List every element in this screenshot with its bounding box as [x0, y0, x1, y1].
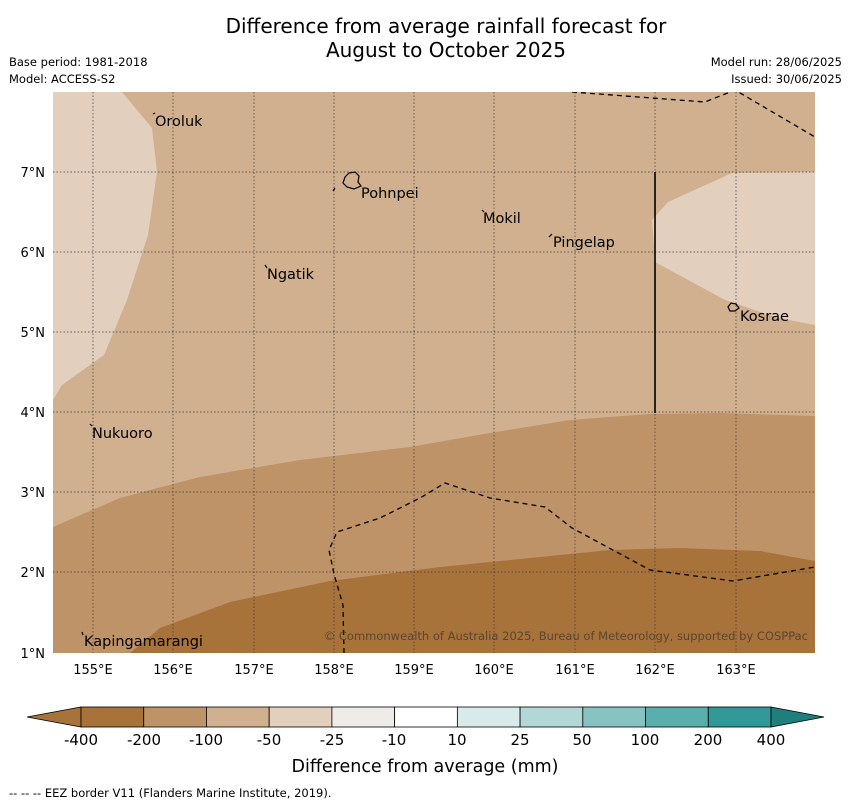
graticule [53, 92, 815, 653]
colorbar-high-extension [770, 706, 825, 728]
colorbar-label-minus-200: -200 [127, 731, 161, 749]
place-label-oroluk: Oroluk [155, 114, 203, 130]
colorbar-label-minus-10: -10 [382, 731, 407, 749]
colorbar-cell [268, 706, 333, 728]
colorbar-label-200: 200 [694, 731, 723, 749]
colorbar-cell [206, 706, 270, 728]
colorbar: -400 -200 -100 -50 -25 -10 10 25 50 100 … [26, 706, 825, 777]
title-line-1: Difference from average rainfall forecas… [225, 14, 667, 38]
x-tick-159e: 159°E [394, 663, 434, 678]
y-axis-ticks: 7°N 6°N 5°N 4°N 3°N 2°N 1°N [21, 166, 46, 662]
place-label-kapingamarangi: Kapingamarangi [84, 634, 203, 650]
colorbar-cell [519, 706, 584, 728]
model-name: Model: ACCESS-S2 [9, 72, 116, 86]
colorbar-cells [80, 706, 772, 728]
place-label-kosrae: Kosrae [740, 309, 789, 325]
colorbar-label-25: 25 [510, 731, 529, 749]
eez-border-south [328, 482, 815, 653]
map-title: Difference from average rainfall forecas… [0, 14, 850, 62]
colorbar-cell [582, 706, 646, 728]
colorbar-cell [80, 706, 145, 728]
y-tick-2n: 2°N [21, 566, 46, 581]
colorbar-cell [707, 706, 772, 728]
region-minus-50-to-25-west [53, 92, 157, 400]
colorbar-label-50: 50 [572, 731, 591, 749]
eez-borders [328, 92, 815, 653]
meta-left: Base period: 1981-2018 Model: ACCESS-S2 [9, 54, 148, 88]
x-tick-158e: 158°E [314, 663, 354, 678]
x-tick-157e: 157°E [234, 663, 274, 678]
colorbar-cell [331, 706, 396, 728]
colorbar-title: Difference from average (mm) [291, 757, 558, 777]
x-tick-162e: 162°E [635, 663, 675, 678]
x-tick-160e: 160°E [474, 663, 514, 678]
islands [81, 112, 740, 636]
place-label-mokil: Mokil [483, 211, 521, 227]
colorbar-cell [394, 706, 458, 728]
y-tick-3n: 3°N [21, 486, 46, 501]
colorbar-label-minus-50: -50 [257, 731, 282, 749]
colorbar-label-100: 100 [631, 731, 660, 749]
nukuoro-mark [89, 423, 93, 427]
colorbar-label-minus-100: -100 [189, 731, 223, 749]
ngatik-mark [264, 264, 268, 269]
colorbar-cell [456, 706, 521, 728]
mokil-mark [481, 209, 485, 213]
y-tick-6n: 6°N [21, 246, 46, 261]
title-line-2: August to October 2025 [325, 38, 567, 62]
colorbar-label-minus-400: -400 [64, 731, 98, 749]
x-tick-161e: 161°E [555, 663, 595, 678]
colorbar-label-minus-25: -25 [320, 731, 345, 749]
colorbar-low-extension [26, 706, 82, 728]
ant-atoll-mark [332, 187, 336, 192]
base-period: Base period: 1981-2018 [9, 55, 148, 69]
region-minus-400-to-200 [130, 548, 815, 653]
kosrae-island-outline [727, 302, 740, 312]
oroluk-mark [152, 112, 156, 115]
y-tick-5n: 5°N [21, 326, 46, 341]
x-tick-155e: 155°E [73, 663, 113, 678]
kapingamarangi-mark [81, 631, 84, 636]
y-tick-7n: 7°N [21, 166, 46, 181]
pohnpei-island-outline [342, 171, 362, 190]
pingelap-mark [548, 233, 553, 238]
colorbar-labels: -400 -200 -100 -50 -25 -10 10 25 50 100 … [64, 731, 785, 749]
colorbar-label-400: 400 [757, 731, 786, 749]
colorbar-label-10: 10 [447, 731, 466, 749]
x-tick-163e: 163°E [716, 663, 756, 678]
eez-border-north [571, 92, 815, 138]
colorbar-cell [645, 706, 709, 728]
y-tick-1n: 1°N [21, 647, 46, 662]
x-tick-156e: 156°E [153, 663, 193, 678]
region-minus-50-to-25-east [652, 172, 815, 325]
model-run: Model run: 28/06/2025 [710, 55, 842, 69]
colorbar-cell [143, 706, 207, 728]
place-label-pohnpei: Pohnpei [361, 186, 419, 202]
rainfall-map: Oroluk Pohnpei Mokil Pingelap Ngatik Kos… [53, 92, 815, 653]
y-tick-4n: 4°N [21, 406, 46, 421]
copyright-notice: © Commonwealth of Australia 2025, Bureau… [324, 629, 808, 643]
place-label-ngatik: Ngatik [267, 267, 315, 283]
place-labels: Oroluk Pohnpei Mokil Pingelap Ngatik Kos… [84, 114, 789, 650]
x-axis-ticks: 155°E 156°E 157°E 158°E 159°E 160°E 161°… [73, 663, 756, 678]
meta-right: Model run: 28/06/2025 Issued: 30/06/2025 [711, 54, 842, 88]
place-label-pingelap: Pingelap [553, 235, 615, 251]
eez-footnote: -- -- -- EEZ border V11 (Flanders Marine… [9, 786, 332, 800]
issued-date: Issued: 30/06/2025 [731, 72, 842, 86]
place-label-nukuoro: Nukuoro [92, 426, 153, 442]
